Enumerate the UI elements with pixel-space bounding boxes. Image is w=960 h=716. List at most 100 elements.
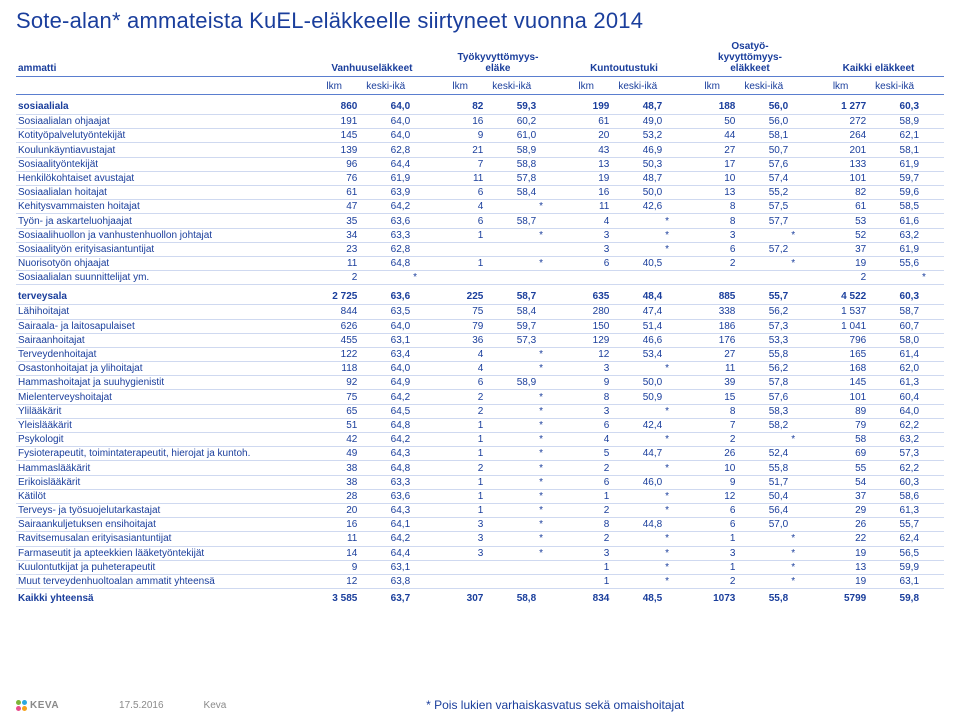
cell-age: 55,8: [737, 589, 790, 606]
cell-asterisk: [538, 589, 561, 606]
cell-age: 64,9: [359, 376, 412, 390]
cell-lkm: 9: [687, 475, 737, 489]
cell-asterisk: [664, 256, 687, 270]
cell-age: 62,1: [868, 129, 921, 143]
cell-lkm: 37: [813, 242, 868, 256]
cell-asterisk: [412, 129, 435, 143]
row-label: Kotityöpalvelutyöntekijät: [16, 129, 309, 143]
cell-lkm: 1: [435, 475, 485, 489]
cell-lkm: 1 277: [813, 95, 868, 115]
cell-age: [485, 200, 538, 214]
cell-lkm: [435, 560, 485, 574]
cell-age: 63,3: [359, 475, 412, 489]
cell-age: [485, 475, 538, 489]
cell-asterisk: *: [664, 461, 687, 475]
cell-lkm: 12: [561, 347, 611, 361]
cell-age: [611, 362, 664, 376]
cell-age: [737, 532, 790, 546]
cell-asterisk: [921, 115, 944, 129]
cell-lkm: 4: [435, 347, 485, 361]
row-label: Sosiaalialan hoitajat: [16, 186, 309, 200]
row-label: Nuorisotyön ohjaajat: [16, 256, 309, 270]
cell-asterisk: *: [664, 532, 687, 546]
cell-lkm: 29: [813, 503, 868, 517]
sub-lkm: lkm: [561, 77, 611, 95]
col-group: Osatyö- kyvyttömyys- eläkkeet: [687, 40, 813, 77]
cell-lkm: 82: [813, 186, 868, 200]
cell-age: 42,6: [611, 200, 664, 214]
row-label: Mielenterveyshoitajat: [16, 390, 309, 404]
cell-age: 60,3: [868, 285, 921, 305]
cell-lkm: 54: [813, 475, 868, 489]
cell-asterisk: [664, 115, 687, 129]
cell-asterisk: [538, 285, 561, 305]
cell-asterisk: *: [538, 390, 561, 404]
cell-age: 57,3: [868, 447, 921, 461]
cell-asterisk: [790, 143, 813, 157]
cell-age: [611, 503, 664, 517]
cell-lkm: 2: [435, 461, 485, 475]
cell-lkm: 8: [687, 214, 737, 228]
cell-age: [737, 271, 790, 285]
cell-age: 58,6: [868, 489, 921, 503]
cell-asterisk: [921, 461, 944, 475]
cell-asterisk: [412, 214, 435, 228]
cell-lkm: 3: [435, 518, 485, 532]
cell-lkm: 885: [687, 285, 737, 305]
cell-asterisk: [664, 95, 687, 115]
cell-asterisk: [921, 256, 944, 270]
col-group: Työkyvyttömyys- eläke: [435, 40, 561, 77]
cell-lkm: [561, 271, 611, 285]
cell-lkm: 1: [687, 532, 737, 546]
cell-lkm: 34: [309, 228, 359, 242]
cell-age: 63,6: [359, 214, 412, 228]
cell-asterisk: [790, 271, 813, 285]
cell-lkm: 101: [813, 390, 868, 404]
cell-lkm: 2: [435, 390, 485, 404]
cell-age: 57,7: [737, 214, 790, 228]
cell-age: [485, 546, 538, 560]
cell-asterisk: [921, 532, 944, 546]
cell-age: [485, 518, 538, 532]
cell-lkm: 20: [309, 503, 359, 517]
cell-age: 58,5: [868, 200, 921, 214]
cell-asterisk: [664, 347, 687, 361]
cell-asterisk: [790, 214, 813, 228]
cell-lkm: 3 585: [309, 589, 359, 606]
cell-asterisk: [412, 589, 435, 606]
cell-age: [485, 362, 538, 376]
cell-lkm: 3: [561, 362, 611, 376]
cell-asterisk: [921, 143, 944, 157]
cell-asterisk: *: [664, 489, 687, 503]
cell-age: 58,4: [485, 305, 538, 319]
row-label: Sosiaalialan suunnittelijat ym.: [16, 271, 309, 285]
cell-age: 53,2: [611, 129, 664, 143]
row-label: Hammaslääkärit: [16, 461, 309, 475]
cell-lkm: 36: [435, 333, 485, 347]
cell-asterisk: [412, 574, 435, 588]
cell-asterisk: [412, 171, 435, 185]
cell-lkm: 2 725: [309, 285, 359, 305]
cell-lkm: 17: [687, 157, 737, 171]
cell-asterisk: [412, 418, 435, 432]
cell-age: [611, 271, 664, 285]
cell-lkm: 89: [813, 404, 868, 418]
cell-asterisk: [921, 186, 944, 200]
cell-lkm: 1: [435, 489, 485, 503]
cell-asterisk: [790, 589, 813, 606]
cell-lkm: 4: [435, 200, 485, 214]
cell-asterisk: [790, 390, 813, 404]
cell-lkm: 8: [687, 404, 737, 418]
cell-lkm: 82: [435, 95, 485, 115]
cell-lkm: 188: [687, 95, 737, 115]
cell-asterisk: [664, 285, 687, 305]
cell-age: 64,0: [359, 115, 412, 129]
row-label: Sairaankuljetuksen ensihoitajat: [16, 518, 309, 532]
cell-asterisk: [790, 447, 813, 461]
cell-age: 64,2: [359, 532, 412, 546]
cell-asterisk: [921, 376, 944, 390]
cell-age: [737, 574, 790, 588]
cell-asterisk: [412, 285, 435, 305]
cell-lkm: 145: [813, 376, 868, 390]
cell-asterisk: [664, 475, 687, 489]
